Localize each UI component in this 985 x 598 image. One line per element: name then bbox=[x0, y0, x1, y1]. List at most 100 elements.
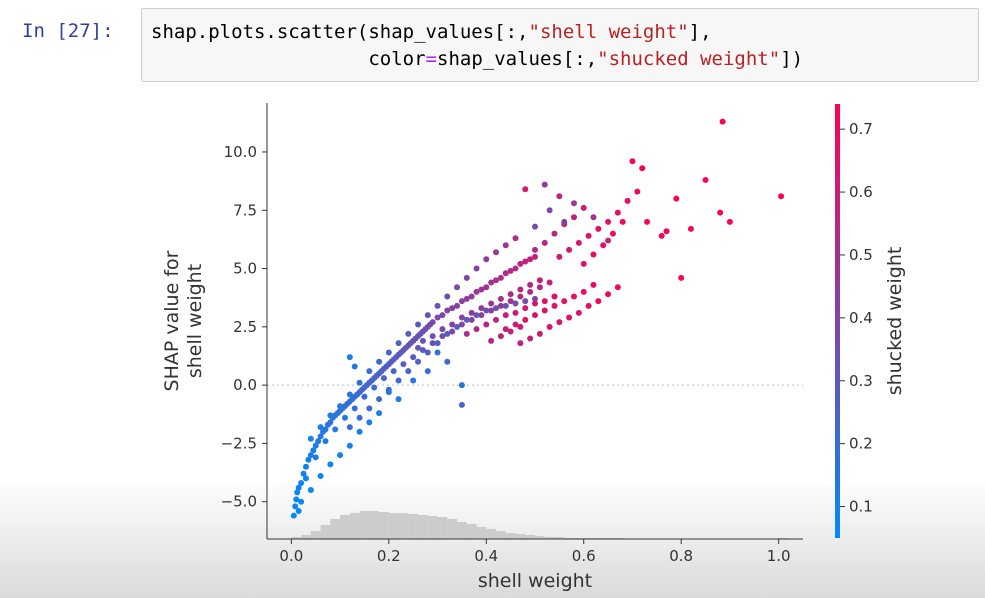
data-point bbox=[493, 277, 500, 284]
data-point bbox=[497, 302, 504, 309]
y-tick-label: 5.0 bbox=[233, 260, 257, 278]
y-axis-label-line2: shell weight bbox=[184, 264, 206, 378]
data-point bbox=[532, 253, 538, 260]
histogram-bar bbox=[369, 511, 380, 539]
data-point bbox=[468, 293, 475, 300]
data-point bbox=[294, 489, 301, 496]
y-tick-label: −2.5 bbox=[221, 434, 257, 452]
cell-prompt: In [27]: bbox=[22, 20, 114, 42]
data-point bbox=[434, 340, 441, 347]
data-point bbox=[346, 424, 353, 431]
data-point bbox=[449, 305, 456, 312]
data-point bbox=[449, 328, 456, 335]
data-point bbox=[400, 361, 407, 368]
data-point bbox=[522, 258, 529, 265]
histogram-bar bbox=[408, 514, 419, 539]
histogram-bar bbox=[310, 531, 321, 539]
data-point bbox=[405, 330, 412, 337]
code-operator: = bbox=[425, 48, 437, 70]
histogram-bar bbox=[379, 512, 389, 539]
data-point bbox=[351, 363, 358, 370]
data-point bbox=[295, 508, 302, 515]
data-point bbox=[522, 186, 529, 193]
colorbar-tick-label: 0.1 bbox=[849, 498, 873, 516]
data-point bbox=[395, 340, 402, 347]
y-tick-label: 2.5 bbox=[233, 318, 257, 336]
data-point bbox=[483, 307, 490, 314]
histogram-bar bbox=[349, 513, 360, 539]
colorbar-tick-label: 0.5 bbox=[849, 246, 873, 264]
data-point bbox=[541, 239, 548, 246]
data-point bbox=[385, 349, 392, 356]
code-text: ]) bbox=[780, 48, 804, 70]
data-point bbox=[429, 340, 436, 347]
data-point bbox=[532, 246, 538, 253]
histogram-bar bbox=[418, 515, 428, 539]
histogram-bar bbox=[340, 515, 350, 539]
data-point bbox=[522, 305, 529, 312]
colorbar bbox=[835, 104, 840, 538]
data-point bbox=[315, 438, 322, 445]
data-point bbox=[634, 188, 641, 195]
code-string: "shucked weight" bbox=[597, 48, 781, 70]
data-point bbox=[614, 284, 621, 291]
data-point bbox=[454, 302, 461, 309]
data-point bbox=[778, 193, 785, 200]
data-point bbox=[532, 295, 538, 302]
code-cell[interactable]: shap.plots.scatter(shap_values[:,"shell … bbox=[141, 8, 979, 82]
histogram-bar bbox=[291, 537, 302, 539]
data-point bbox=[580, 260, 587, 267]
data-point bbox=[566, 314, 573, 321]
histogram-bar bbox=[476, 527, 487, 539]
data-point bbox=[527, 288, 534, 295]
data-point bbox=[639, 165, 646, 172]
data-point bbox=[458, 401, 465, 408]
data-point bbox=[478, 286, 485, 293]
data-point bbox=[310, 447, 317, 454]
data-point bbox=[478, 305, 485, 312]
data-point bbox=[590, 214, 597, 221]
data-point bbox=[512, 321, 519, 328]
data-point bbox=[439, 326, 446, 333]
code-string: "shell weight" bbox=[528, 21, 689, 43]
data-point bbox=[644, 218, 651, 225]
data-point bbox=[473, 288, 480, 295]
histogram-bar bbox=[320, 525, 331, 539]
data-point bbox=[434, 314, 441, 321]
data-point bbox=[439, 312, 446, 319]
data-point bbox=[541, 298, 548, 305]
histogram-bar bbox=[496, 531, 506, 539]
data-point bbox=[600, 242, 607, 249]
data-point bbox=[444, 358, 451, 365]
data-point bbox=[687, 225, 694, 232]
data-point bbox=[337, 403, 344, 410]
data-point bbox=[493, 249, 500, 256]
histogram-bar bbox=[535, 536, 545, 539]
data-point bbox=[434, 302, 441, 309]
data-point bbox=[512, 300, 519, 307]
data-point bbox=[546, 279, 553, 286]
data-point bbox=[444, 307, 451, 314]
data-point bbox=[532, 223, 538, 230]
data-point bbox=[551, 293, 558, 300]
data-point bbox=[717, 209, 724, 216]
data-point bbox=[468, 316, 475, 323]
data-point bbox=[502, 326, 509, 333]
data-point bbox=[570, 200, 577, 207]
histogram-bar bbox=[525, 535, 535, 539]
data-point bbox=[561, 218, 568, 225]
y-tick-label: −5.0 bbox=[221, 493, 257, 511]
y-axis-label-line1: SHAP value for bbox=[161, 250, 183, 391]
data-point bbox=[327, 412, 334, 419]
data-point bbox=[429, 333, 436, 340]
data-point bbox=[556, 253, 563, 260]
data-point bbox=[556, 193, 563, 200]
data-point bbox=[380, 375, 387, 382]
data-point bbox=[512, 265, 519, 272]
data-point bbox=[463, 316, 470, 323]
data-point bbox=[312, 442, 319, 449]
data-point bbox=[371, 384, 378, 391]
data-point bbox=[346, 391, 353, 398]
data-point bbox=[507, 328, 514, 335]
